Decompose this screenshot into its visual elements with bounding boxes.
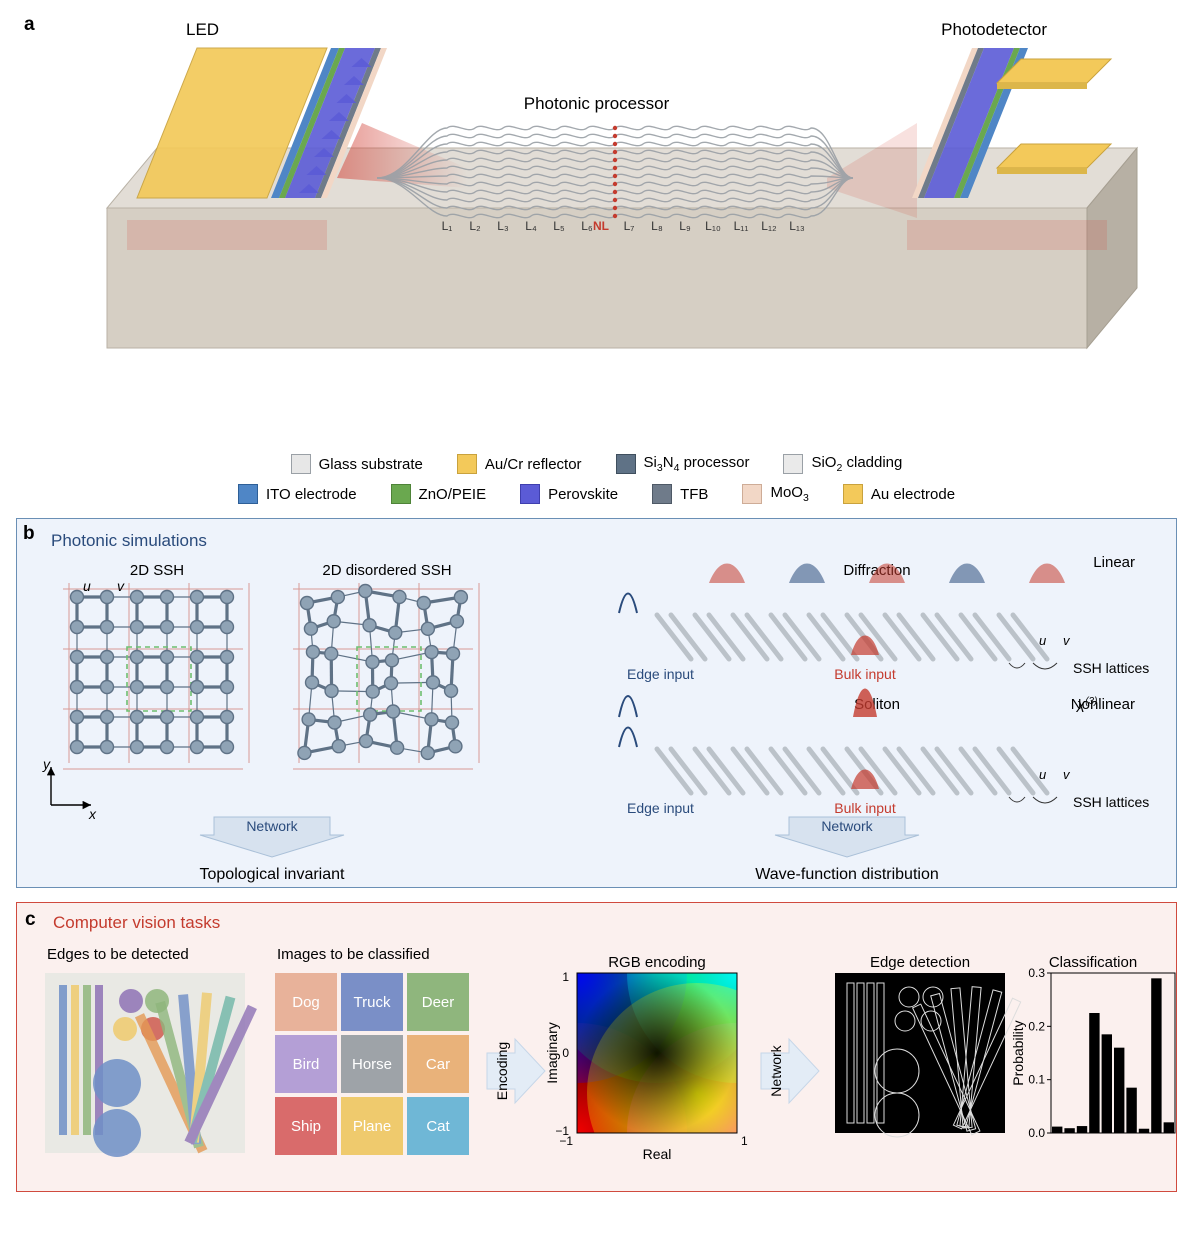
svg-text:L₇: L₇ bbox=[623, 219, 634, 233]
svg-text:0: 0 bbox=[562, 1046, 569, 1060]
svg-text:0.3: 0.3 bbox=[1028, 966, 1045, 980]
panel-a: a LED Photonic processor Photodetector L… bbox=[16, 14, 1177, 504]
svg-text:u: u bbox=[1039, 767, 1046, 782]
legend-item: SiO2 cladding bbox=[783, 454, 902, 474]
svg-text:L₃: L₃ bbox=[497, 219, 509, 233]
svg-text:Wave-function distribution: Wave-function distribution bbox=[755, 866, 939, 883]
svg-text:L₁: L₁ bbox=[441, 219, 452, 233]
legend-item: Glass substrate bbox=[291, 454, 423, 474]
svg-text:Edge input: Edge input bbox=[627, 666, 694, 682]
svg-text:0.2: 0.2 bbox=[1028, 1019, 1045, 1033]
panel-a-label: a bbox=[24, 14, 35, 36]
legend-item: Si3N4 processor bbox=[616, 454, 750, 474]
svg-text:Images to be classified: Images to be classified bbox=[277, 946, 430, 963]
svg-text:−1: −1 bbox=[555, 1124, 569, 1138]
legend-item: Au electrode bbox=[843, 484, 955, 504]
svg-text:Plane: Plane bbox=[353, 1118, 391, 1135]
panel-c-svg: Edges to be detected Images to be classif… bbox=[17, 903, 1176, 1193]
svg-text:Bulk input: Bulk input bbox=[834, 666, 896, 682]
svg-text:L₂: L₂ bbox=[469, 219, 481, 233]
legend-item: TFB bbox=[652, 484, 708, 504]
svg-text:Probability: Probability bbox=[1010, 1020, 1026, 1085]
svg-text:L₁₃: L₁₃ bbox=[789, 219, 805, 233]
svg-text:Bird: Bird bbox=[293, 1056, 320, 1073]
svg-text:v: v bbox=[1063, 767, 1071, 782]
svg-text:Truck: Truck bbox=[354, 994, 391, 1011]
svg-text:v: v bbox=[1063, 633, 1071, 648]
svg-text:Car: Car bbox=[426, 1056, 450, 1073]
svg-text:L₉: L₉ bbox=[679, 219, 691, 233]
svg-text:y: y bbox=[42, 756, 51, 772]
svg-text:Cat: Cat bbox=[426, 1118, 450, 1135]
svg-text:Classification: Classification bbox=[1049, 954, 1137, 971]
svg-text:u: u bbox=[83, 578, 91, 594]
svg-text:v: v bbox=[117, 578, 125, 594]
legend-item: ITO electrode bbox=[238, 484, 357, 504]
svg-text:RGB encoding: RGB encoding bbox=[608, 954, 706, 971]
svg-text:L₁₀: L₁₀ bbox=[705, 219, 721, 233]
svg-text:Network: Network bbox=[246, 818, 298, 834]
svg-text:L₅: L₅ bbox=[553, 219, 565, 233]
svg-text:x: x bbox=[88, 806, 97, 822]
legend-item: Perovskite bbox=[520, 484, 618, 504]
svg-text:Topological invariant: Topological invariant bbox=[200, 866, 346, 883]
panel-b: b Photonic simulations 2D SSH2D disorder… bbox=[16, 518, 1177, 888]
svg-text:2D disordered SSH: 2D disordered SSH bbox=[322, 562, 451, 579]
svg-text:SSH lattices: SSH lattices bbox=[1073, 794, 1149, 810]
panel-b-svg: 2D SSH 2D disordered SSH u v y x Network Topolo… bbox=[17, 519, 1176, 889]
legend-item: ZnO/PEIE bbox=[391, 484, 487, 504]
svg-text:Imaginary: Imaginary bbox=[544, 1022, 560, 1083]
svg-text:Edges to be detected: Edges to be detected bbox=[47, 946, 189, 963]
legend: Glass substrate Au/Cr reflector Si3N4 proc… bbox=[137, 444, 1057, 504]
svg-text:Deer: Deer bbox=[422, 994, 455, 1011]
svg-text:Ship: Ship bbox=[291, 1118, 321, 1135]
svg-text:0.0: 0.0 bbox=[1028, 1126, 1045, 1140]
svg-text:SSH lattices: SSH lattices bbox=[1073, 660, 1149, 676]
svg-text:L₁₁: L₁₁ bbox=[733, 219, 748, 233]
svg-text:Dog: Dog bbox=[292, 994, 320, 1011]
svg-text:1: 1 bbox=[741, 1134, 748, 1148]
svg-text:NL: NL bbox=[593, 219, 609, 233]
legend-item: MoO3 bbox=[742, 484, 808, 504]
svg-text:0.1: 0.1 bbox=[1028, 1073, 1045, 1087]
svg-text:Bulk input: Bulk input bbox=[834, 800, 896, 816]
svg-text:Real: Real bbox=[643, 1146, 672, 1162]
svg-text:Edge detection: Edge detection bbox=[870, 954, 970, 971]
device-schematic: L₁ L₂ L₃ L₄ L₅ L₆ L₇ L₈ L₉ L₁₀ L₁₁ L₁₂ L₁₃ NL bbox=[47, 28, 1147, 428]
svg-text:Horse: Horse bbox=[352, 1056, 392, 1073]
panel-c: c Computer vision tasks Edges to be dete… bbox=[16, 902, 1177, 1192]
svg-text:1: 1 bbox=[562, 970, 569, 984]
svg-text:Network: Network bbox=[821, 818, 873, 834]
svg-text:L₈: L₈ bbox=[651, 219, 663, 233]
svg-text:L₁₂: L₁₂ bbox=[761, 219, 777, 233]
svg-text:L₄: L₄ bbox=[525, 219, 537, 233]
svg-text:L₆: L₆ bbox=[581, 219, 593, 233]
svg-text:Edge input: Edge input bbox=[627, 800, 694, 816]
legend-item: Au/Cr reflector bbox=[457, 454, 582, 474]
svg-text:Encoding: Encoding bbox=[494, 1042, 510, 1100]
svg-text:Nonlinear: Nonlinear bbox=[1071, 696, 1135, 713]
svg-text:Linear: Linear bbox=[1093, 554, 1135, 571]
svg-text:Network: Network bbox=[768, 1044, 784, 1096]
svg-text:2D SSH: 2D SSH bbox=[130, 562, 184, 579]
svg-text:u: u bbox=[1039, 633, 1046, 648]
